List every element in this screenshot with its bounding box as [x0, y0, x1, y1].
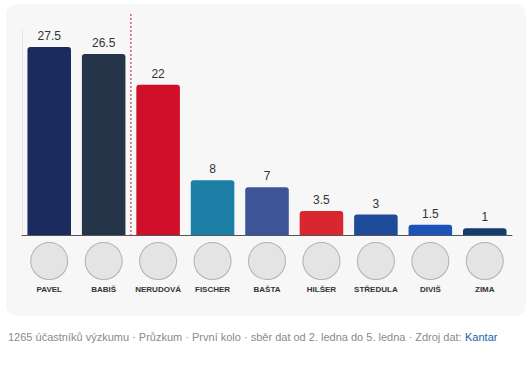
svg-text:1265 účastníků výzkumu · Průzk: 1265 účastníků výzkumu · Průzkum · První… [8, 331, 462, 343]
svg-text:BAŠTA: BAŠTA [254, 285, 281, 294]
svg-text:3.5: 3.5 [313, 193, 330, 207]
svg-text:NERUDOVÁ: NERUDOVÁ [135, 285, 181, 294]
svg-text:BABIŠ: BABIŠ [91, 285, 117, 294]
svg-text:FISCHER: FISCHER [195, 285, 230, 294]
svg-text:27.5: 27.5 [38, 29, 62, 43]
svg-text:HILŠER: HILŠER [307, 285, 337, 294]
svg-text:1: 1 [481, 210, 488, 224]
svg-text:Kantar: Kantar [465, 331, 498, 343]
svg-text:8: 8 [209, 162, 216, 176]
svg-text:DIVIŠ: DIVIŠ [420, 285, 442, 294]
svg-text:ZIMA: ZIMA [475, 285, 495, 294]
svg-text:3: 3 [373, 197, 380, 211]
svg-text:7: 7 [264, 169, 271, 183]
svg-text:STŘEDULA: STŘEDULA [354, 285, 398, 294]
svg-text:26.5: 26.5 [92, 36, 116, 50]
svg-text:PAVEL: PAVEL [36, 285, 62, 294]
svg-text:22: 22 [151, 67, 165, 81]
svg-text:1.5: 1.5 [422, 207, 439, 221]
